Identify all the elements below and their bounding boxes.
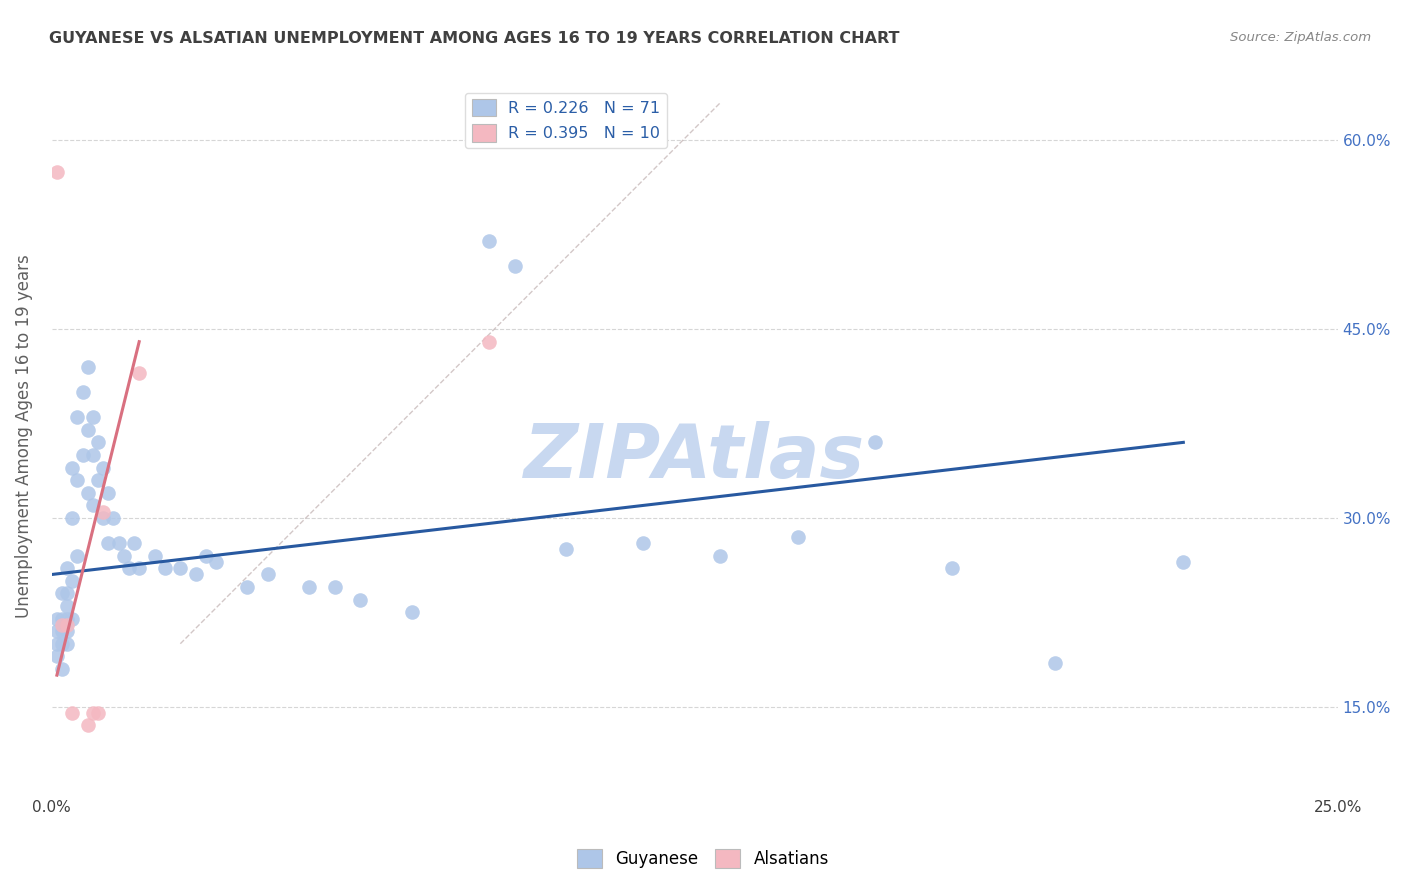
- Point: [66, 549, 89, 563]
- Point: [323, 580, 346, 594]
- Point: [60, 574, 83, 588]
- Point: [97, 536, 120, 550]
- Point: [56, 599, 79, 613]
- Point: [51, 662, 73, 676]
- Point: [82, 410, 104, 425]
- Point: [863, 435, 886, 450]
- Point: [91, 511, 114, 525]
- Point: [87, 706, 110, 720]
- Point: [184, 567, 207, 582]
- Point: [87, 473, 110, 487]
- Point: [45, 649, 67, 664]
- Point: [122, 536, 145, 550]
- Point: [45, 624, 67, 639]
- Point: [786, 530, 808, 544]
- Point: [82, 448, 104, 462]
- Point: [60, 460, 83, 475]
- Point: [45, 165, 67, 179]
- Point: [1043, 656, 1066, 670]
- Point: [153, 561, 176, 575]
- Point: [66, 410, 89, 425]
- Point: [56, 624, 79, 639]
- Point: [60, 611, 83, 625]
- Text: GUYANESE VS ALSATIAN UNEMPLOYMENT AMONG AGES 16 TO 19 YEARS CORRELATION CHART: GUYANESE VS ALSATIAN UNEMPLOYMENT AMONG …: [49, 31, 900, 46]
- Point: [633, 536, 655, 550]
- Point: [169, 561, 191, 575]
- Point: [60, 511, 83, 525]
- Point: [60, 706, 83, 720]
- Point: [401, 605, 423, 619]
- Point: [143, 549, 166, 563]
- Point: [56, 561, 79, 575]
- Point: [56, 586, 79, 600]
- Point: [76, 485, 98, 500]
- Point: [97, 485, 120, 500]
- Point: [941, 561, 963, 575]
- Point: [51, 617, 73, 632]
- Point: [128, 366, 150, 380]
- Point: [195, 549, 218, 563]
- Legend: R = 0.226   N = 71, R = 0.395   N = 10: R = 0.226 N = 71, R = 0.395 N = 10: [465, 93, 666, 148]
- Point: [51, 624, 73, 639]
- Point: [87, 435, 110, 450]
- Point: [349, 592, 371, 607]
- Point: [56, 617, 79, 632]
- Point: [118, 561, 141, 575]
- Point: [56, 611, 79, 625]
- Point: [51, 586, 73, 600]
- Text: ZIPAtlas: ZIPAtlas: [524, 421, 865, 494]
- Point: [76, 359, 98, 374]
- Point: [72, 384, 94, 399]
- Point: [236, 580, 259, 594]
- Point: [45, 637, 67, 651]
- Point: [91, 505, 114, 519]
- Y-axis label: Unemployment Among Ages 16 to 19 years: Unemployment Among Ages 16 to 19 years: [15, 254, 32, 618]
- Point: [82, 706, 104, 720]
- Point: [478, 334, 501, 349]
- Point: [478, 234, 501, 248]
- Point: [112, 549, 135, 563]
- Point: [205, 555, 228, 569]
- Point: [298, 580, 321, 594]
- Point: [256, 567, 278, 582]
- Point: [1173, 555, 1195, 569]
- Text: Source: ZipAtlas.com: Source: ZipAtlas.com: [1230, 31, 1371, 45]
- Point: [107, 536, 129, 550]
- Point: [56, 637, 79, 651]
- Point: [503, 259, 526, 273]
- Point: [66, 473, 89, 487]
- Legend: Guyanese, Alsatians: Guyanese, Alsatians: [571, 843, 835, 875]
- Point: [72, 448, 94, 462]
- Point: [51, 611, 73, 625]
- Point: [91, 460, 114, 475]
- Point: [103, 511, 125, 525]
- Point: [76, 718, 98, 732]
- Point: [76, 423, 98, 437]
- Point: [51, 637, 73, 651]
- Point: [709, 549, 731, 563]
- Point: [555, 542, 578, 557]
- Point: [128, 561, 150, 575]
- Point: [45, 611, 67, 625]
- Point: [82, 498, 104, 512]
